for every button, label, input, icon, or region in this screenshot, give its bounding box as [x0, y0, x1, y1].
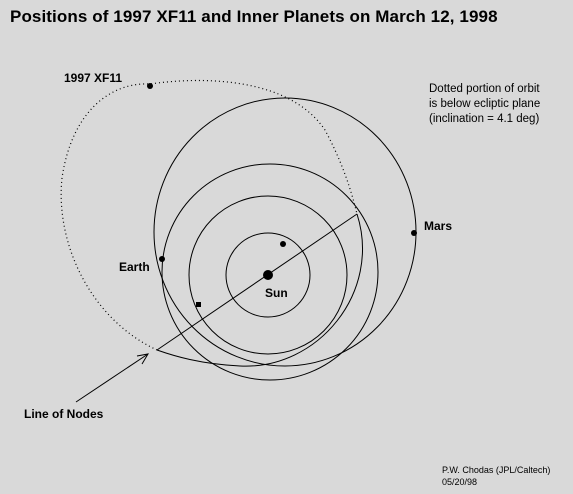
- mercury-dot: [280, 241, 286, 247]
- page-title: Positions of 1997 XF11 and Inner Planets…: [10, 7, 498, 26]
- orbit-note-line-3: (inclination = 4.1 deg): [429, 113, 540, 125]
- asteroid-orbit-dotted: [60, 79, 358, 351]
- line-of-nodes-arrowhead: [136, 353, 149, 365]
- line-of-nodes: [156, 213, 358, 351]
- asteroid-label: 1997 XF11: [64, 71, 123, 85]
- asteroid-dot: [147, 83, 153, 89]
- earth-dot: [159, 256, 165, 262]
- credit: P.W. Chodas (JPL/Caltech) 05/20/98: [442, 464, 550, 488]
- mercury-orbit: [225, 232, 311, 318]
- asteroid-orbit-solid: [156, 213, 363, 367]
- mars-dot: [411, 230, 417, 236]
- line-of-nodes-arrow: [75, 353, 149, 403]
- credit-date: 05/20/98: [442, 477, 478, 487]
- orbit-note-line-1: Dotted portion of orbit: [429, 83, 540, 95]
- sun-dot: [263, 270, 273, 280]
- mars-label: Mars: [424, 219, 453, 233]
- earth-label: Earth: [119, 260, 150, 274]
- line-of-nodes-label: Line of Nodes: [24, 407, 104, 421]
- sun-label: Sun: [265, 286, 288, 300]
- earth-orbit: [161, 163, 379, 381]
- venus-orbit: [188, 195, 348, 355]
- orbit-note-line-2: is below ecliptic plane: [429, 98, 541, 110]
- venus-marker: [196, 302, 201, 307]
- orbit-note: Dotted portion of orbit is below eclipti…: [429, 82, 540, 127]
- credit-author: P.W. Chodas (JPL/Caltech): [442, 465, 551, 475]
